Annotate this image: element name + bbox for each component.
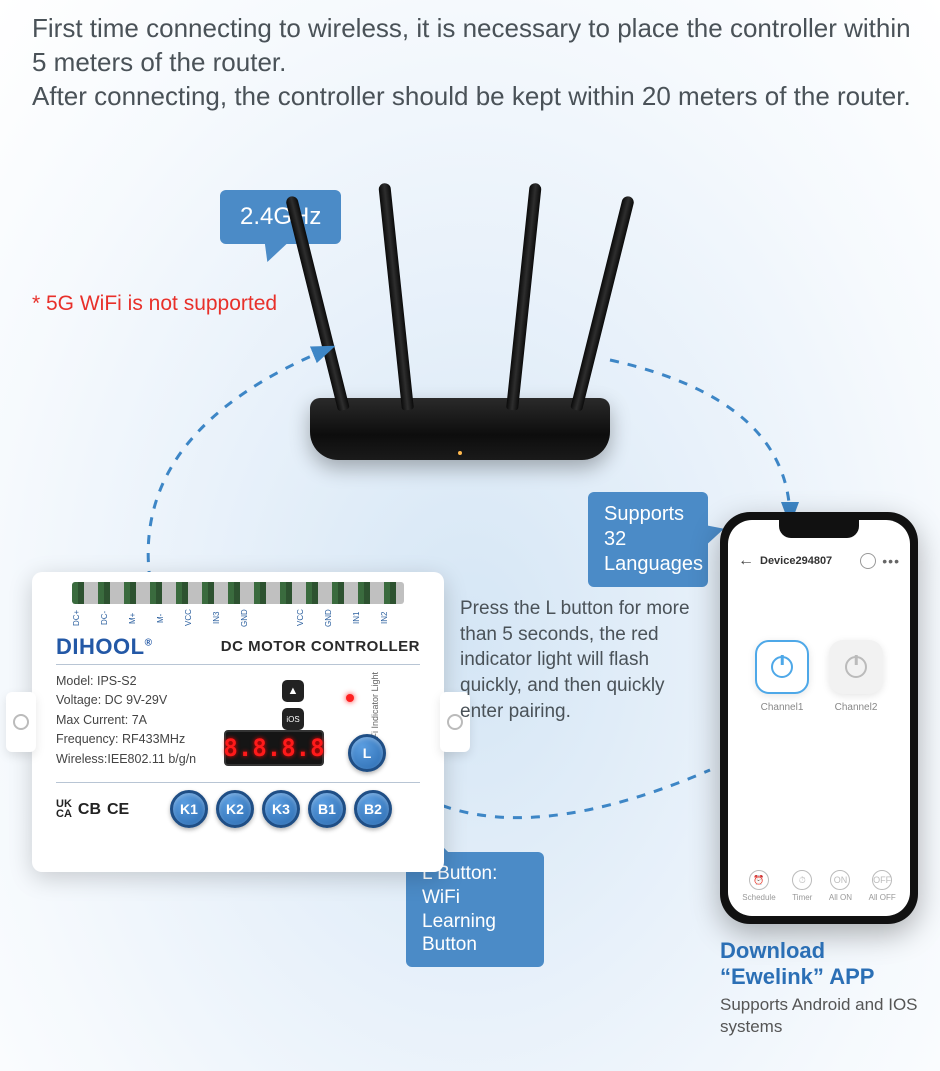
router-antenna <box>378 183 414 411</box>
router-antenna <box>570 195 635 411</box>
footer-item[interactable]: ON All ON <box>829 870 852 902</box>
channel: Channel1 <box>755 640 809 713</box>
ukca-mark: UKCA <box>56 800 72 820</box>
spec-current: Max Current: 7A <box>56 711 196 730</box>
pin-label: IN3 <box>212 608 236 628</box>
led-display: 8.8.8.8 <box>224 730 324 766</box>
channels: Channel1 Channel2 <box>728 640 910 713</box>
app-footer: ⏰ Schedule ⏱ Timer ON All ON OFF All OFF <box>728 870 910 902</box>
footer-label: All ON <box>829 893 852 902</box>
header-icon[interactable] <box>860 553 876 569</box>
channel: Channel2 <box>829 640 883 713</box>
pin-labels: DC+DC-M+M-VCCIN3GNDVCCGNDIN1IN2 <box>72 608 404 628</box>
footer-icon: ⏰ <box>749 870 769 890</box>
pin-label: IN2 <box>380 608 404 628</box>
download-title-2: “Ewelink” APP <box>720 964 930 990</box>
callout-languages: Supports 32 Languages <box>588 492 708 587</box>
footer-label: Schedule <box>742 893 775 902</box>
spec-voltage: Voltage: DC 9V-29V <box>56 691 196 710</box>
spec-frequency: Frequency: RF433MHz <box>56 730 196 749</box>
divider <box>56 664 420 665</box>
download-section: Download “Ewelink” APP Supports Android … <box>720 938 930 1038</box>
footer-icon: OFF <box>872 870 892 890</box>
channel-button[interactable] <box>829 640 883 694</box>
channel-label: Channel1 <box>761 702 804 713</box>
router-illustration <box>310 350 610 460</box>
controller-buttons: K1K2K3B1B2 <box>170 790 392 828</box>
ios-icon: iOS <box>282 708 304 730</box>
power-icon <box>845 656 867 678</box>
device-name: Device294807 <box>760 555 832 567</box>
channel-label: Channel2 <box>835 702 878 713</box>
cb-mark: CB <box>78 801 101 819</box>
router-antenna <box>506 183 542 411</box>
controller-button-b2[interactable]: B2 <box>354 790 392 828</box>
app-header: ← Device294807 ••• <box>728 546 910 576</box>
pin-label: GND <box>324 608 348 628</box>
mount-ear-left <box>6 692 36 752</box>
controller-title: DC MOTOR CONTROLLER <box>221 638 420 655</box>
wifi-warning: * 5G WiFi is not supported <box>32 292 277 316</box>
intro-text: First time connecting to wireless, it is… <box>32 12 920 113</box>
power-icon <box>771 656 793 678</box>
download-title-1: Download <box>720 938 930 964</box>
footer-label: Timer <box>792 893 812 902</box>
controller-device: DC+DC-M+M-VCCIN3GNDVCCGNDIN1IN2 DIHOOL® … <box>32 572 444 872</box>
footer-item[interactable]: ⏰ Schedule <box>742 870 775 902</box>
phone-screen: ← Device294807 ••• Channel1 Channel2 ⏰ Sch… <box>728 520 910 916</box>
download-subtitle: Supports Android and IOS systems <box>720 994 930 1038</box>
controller-button-k2[interactable]: K2 <box>216 790 254 828</box>
divider-2 <box>56 782 420 783</box>
certifications: UKCA CB CE <box>56 800 129 820</box>
router-body <box>310 398 610 460</box>
pairing-instructions: Press the L button for more than 5 secon… <box>460 596 700 724</box>
pin-label: DC- <box>100 608 124 628</box>
channel-button[interactable] <box>755 640 809 694</box>
more-icon[interactable]: ••• <box>882 553 900 569</box>
controller-button-k3[interactable]: K3 <box>262 790 300 828</box>
controller-specs: Model: IPS-S2 Voltage: DC 9V-29V Max Cur… <box>56 672 196 769</box>
footer-icon: ⏱ <box>792 870 812 890</box>
pin-label: M+ <box>128 608 152 628</box>
spec-model: Model: IPS-S2 <box>56 672 196 691</box>
phone-notch <box>779 520 859 538</box>
back-icon[interactable]: ← <box>738 552 754 570</box>
ce-mark: CE <box>107 801 129 819</box>
footer-item[interactable]: ⏱ Timer <box>792 870 812 902</box>
pin-label <box>268 608 292 628</box>
footer-item[interactable]: OFF All OFF <box>869 870 896 902</box>
os-icons: ▲ iOS <box>282 680 304 730</box>
l-button[interactable]: L <box>348 734 386 772</box>
pin-label: M- <box>156 608 180 628</box>
controller-button-b1[interactable]: B1 <box>308 790 346 828</box>
pin-label: VCC <box>184 608 208 628</box>
android-icon: ▲ <box>282 680 304 702</box>
terminal-strip <box>72 582 404 604</box>
pin-label: GND <box>240 608 264 628</box>
spec-wireless: Wireless:IEE802.11 b/g/n <box>56 750 196 769</box>
footer-label: All OFF <box>869 893 896 902</box>
wifi-indicator-led <box>346 694 354 702</box>
controller-button-k1[interactable]: K1 <box>170 790 208 828</box>
pin-label: IN1 <box>352 608 376 628</box>
pin-label: DC+ <box>72 608 96 628</box>
brand-logo: DIHOOL® <box>56 634 152 660</box>
footer-icon: ON <box>830 870 850 890</box>
phone-illustration: ← Device294807 ••• Channel1 Channel2 ⏰ Sch… <box>720 512 918 924</box>
pin-label: VCC <box>296 608 320 628</box>
callout-frequency: 2.4GHz <box>220 190 341 244</box>
